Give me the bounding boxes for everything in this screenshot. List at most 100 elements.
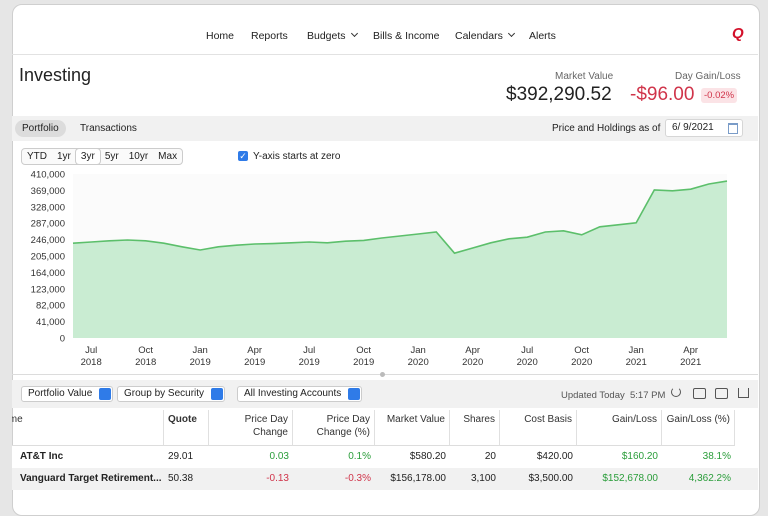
x-tick-label: Jan 2020: [408, 345, 429, 368]
table-cell: 29.01: [168, 451, 194, 462]
x-tick-label: Oct 2018: [135, 345, 156, 368]
chart: 0 41,000 82,000 123,000 164,000 205,000 246,00…: [31, 170, 728, 368]
x-tick-label: Apr 2019: [244, 345, 265, 368]
x-tick-label-line: 2019: [244, 357, 265, 368]
range-ytd[interactable]: YTD: [27, 151, 47, 162]
nav-alerts[interactable]: Alerts: [529, 30, 556, 42]
table-row[interactable]: [12, 468, 758, 490]
table-cell: 3,100: [470, 473, 496, 484]
nav-bills[interactable]: Bills & Income: [373, 30, 440, 42]
nav-home[interactable]: Home: [206, 30, 235, 42]
column-header[interactable]: Price Day Change (%): [293, 410, 375, 446]
print-icon[interactable]: [715, 388, 728, 399]
dropdown-accounts[interactable]: All Investing Accounts: [237, 386, 363, 402]
calendar-icon[interactable]: [728, 123, 738, 134]
nav-divider: [12, 54, 758, 55]
table-cell: Vanguard Target Retirement...: [20, 473, 162, 484]
page: {"nav": {"items": ["Home", "Reports", "B…: [0, 0, 768, 503]
range-10yr[interactable]: 10yr: [128, 151, 149, 162]
x-tick-label-line: 2020: [408, 357, 429, 368]
dropdown-group[interactable]: Group by Security: [117, 386, 226, 402]
export-icon[interactable]: [738, 388, 749, 398]
table-cell: $152,678.00: [602, 473, 658, 484]
tab-portfolio[interactable]: Portfolio: [15, 120, 66, 137]
market-value: $392,290.52: [506, 84, 612, 105]
y-axis-zero-label[interactable]: Y-axis starts at zero: [253, 151, 341, 162]
date-field[interactable]: [665, 119, 743, 137]
x-tick-label-line: Jul: [521, 345, 533, 356]
x-tick-label-line: 2019: [190, 357, 211, 368]
as-of-label: Price and Holdings as of: [552, 123, 661, 134]
x-tick-label-line: Apr: [465, 345, 480, 356]
x-tick-label: Apr 2020: [462, 345, 483, 368]
nav-budgets[interactable]: Budgets: [307, 30, 357, 42]
day-gain-label: Day Gain/Loss: [675, 71, 741, 82]
x-tick-label: Jan 2019: [190, 345, 211, 368]
x-tick-label-line: 2018: [81, 357, 102, 368]
y-tick-label: 246,000: [31, 235, 65, 246]
table-cell: $420.00: [536, 451, 573, 462]
range-max[interactable]: Max: [158, 151, 178, 162]
nav-calendars[interactable]: Calendars: [455, 30, 514, 42]
range-1yr[interactable]: 1yr: [57, 151, 71, 162]
column-header[interactable]: Quote: [164, 410, 209, 446]
x-tick-label-line: 2018: [135, 357, 156, 368]
range-3yr[interactable]: 3yr: [75, 149, 100, 164]
table-cell: 38.1%: [702, 451, 731, 462]
range-5yr[interactable]: 5yr: [104, 151, 119, 162]
refresh-icon[interactable]: [671, 387, 681, 397]
x-tick-label-line: Jul: [303, 345, 315, 356]
column-header[interactable]: Name: [12, 410, 164, 446]
table-cell: $156,178.00: [390, 473, 446, 484]
column-header[interactable]: Market Value: [375, 410, 450, 446]
table-cell: 0.1%: [348, 451, 371, 462]
x-tick-label-line: 2020: [571, 357, 592, 368]
x-tick-label-line: 2019: [299, 357, 320, 368]
y-tick-label: 82,000: [36, 301, 65, 312]
table-cell: $580.20: [409, 451, 446, 462]
y-tick-label: 328,000: [31, 202, 65, 213]
area-fill: [73, 181, 727, 338]
dropdown-view[interactable]: Portfolio Value: [21, 386, 114, 402]
day-gain: -$96.00: [630, 84, 695, 105]
column-header[interactable]: Shares: [450, 410, 500, 446]
range-selector: YTD 1yr 3yr 5yr 10yr Max: [21, 148, 184, 165]
y-tick-label: 287,000: [31, 219, 65, 230]
x-tick-label: Oct 2019: [353, 345, 374, 368]
y-tick-label: 123,000: [31, 284, 65, 295]
y-tick-label: 205,000: [31, 252, 65, 263]
x-tick-label-line: Apr: [683, 345, 698, 356]
x-tick-label-line: 2021: [680, 357, 701, 368]
x-tick-label-line: Oct: [574, 345, 589, 356]
x-tick-label: Jan 2021: [626, 345, 647, 368]
columns-icon[interactable]: [693, 388, 706, 399]
table-cell: AT&T Inc: [20, 451, 64, 462]
table-cell: 0.03: [269, 451, 289, 462]
updated-time: Updated Today 5:17 PM: [561, 390, 666, 401]
column-header[interactable]: Price Day Change: [209, 410, 293, 446]
nav-reports[interactable]: Reports: [251, 30, 288, 42]
y-tick-label: 410,000: [31, 170, 65, 181]
x-tick-label-line: 2021: [626, 357, 647, 368]
table-cell: -0.3%: [344, 473, 371, 484]
splitter-handle[interactable]: [380, 372, 385, 377]
table-cell: 20: [484, 451, 496, 462]
x-tick-label-line: Apr: [247, 345, 262, 356]
as-of-date[interactable]: 6/ 9/2021: [672, 122, 714, 133]
x-tick-label-line: Oct: [356, 345, 371, 356]
tab-transactions[interactable]: Transactions: [80, 123, 137, 134]
table-cell: -0.13: [266, 473, 289, 484]
page-title: Investing: [19, 65, 92, 85]
column-header[interactable]: Cost Basis: [500, 410, 577, 446]
table-cell: $160.20: [621, 451, 658, 462]
table-cell: 50.38: [168, 473, 194, 484]
column-header[interactable]: Gain/Loss: [577, 410, 662, 446]
table-row[interactable]: [12, 446, 758, 468]
column-header[interactable]: Gain/Loss (%): [662, 410, 735, 446]
logo[interactable]: Q: [732, 25, 744, 42]
checkbox[interactable]: ✓: [238, 151, 248, 161]
x-tick-label-line: Oct: [138, 345, 153, 356]
splitter: [12, 374, 758, 375]
y-tick-label: 0: [60, 334, 65, 345]
